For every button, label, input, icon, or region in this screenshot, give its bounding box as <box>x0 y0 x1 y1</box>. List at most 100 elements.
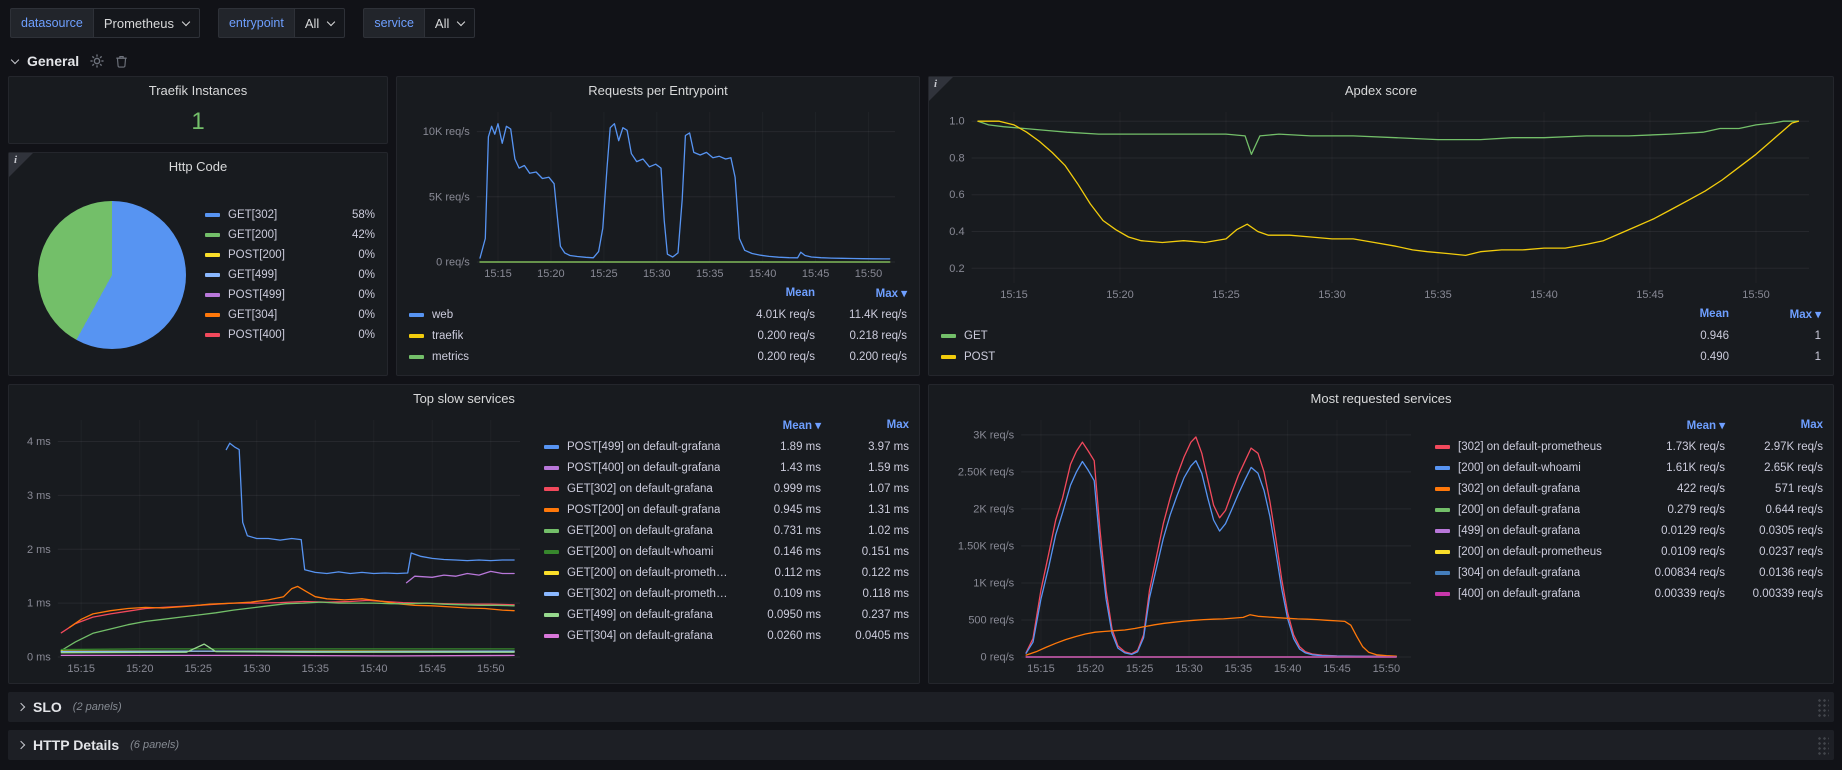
variable-select-service[interactable]: All <box>423 8 476 38</box>
legend-row[interactable]: GET[200] on default-grafana 0.731 ms 1.02 … <box>544 520 909 541</box>
series-label: [200] on default-prometheus <box>1435 546 1627 558</box>
legend-row[interactable]: GET[302] on default-prometheus 0.109 ms 0.… <box>544 583 909 604</box>
legend-value-max: 0.151 ms <box>861 545 909 558</box>
legend-row[interactable]: [400] on default-grafana 0.00339 req/s 0.0… <box>1435 583 1823 604</box>
legend-row[interactable]: POST[499] on default-grafana 1.89 ms 3.97 … <box>544 436 909 457</box>
legend-row[interactable]: GET[302] on default-grafana 0.999 ms 1.07 … <box>544 478 909 499</box>
legend-row[interactable]: POST[400] 0% <box>205 325 375 345</box>
legend-sort-max[interactable]: Max ▾ <box>1789 309 1821 321</box>
panel-title-traefik-instances[interactable]: Traefik Instances <box>148 83 248 98</box>
legend-row[interactable]: GET 0.946 1 <box>941 325 1821 346</box>
legend-row[interactable]: GET[304] 0% <box>205 305 375 325</box>
legend-value-mean: 0.00834 req/s <box>1654 566 1725 579</box>
series-swatch-icon <box>544 528 559 533</box>
legend-row[interactable]: GET[200] 42% <box>205 225 375 245</box>
panel-title-http-code[interactable]: Http Code <box>168 159 228 174</box>
legend-row[interactable]: GET[304] on default-grafana 0.0260 ms 0.04… <box>544 625 909 646</box>
legend-value-max: 3.97 ms <box>868 440 909 453</box>
legend-value-value: 0% <box>358 248 375 261</box>
row-header-http-details[interactable]: HTTP Details (6 panels) <box>8 730 1834 760</box>
variable-select-entrypoint[interactable]: All <box>293 8 346 38</box>
legend-row[interactable]: GET[302] 58% <box>205 205 375 225</box>
trash-icon[interactable] <box>115 54 128 68</box>
legend-value-max: 571 req/s <box>1775 482 1823 495</box>
legend-value-max: 1.07 ms <box>868 482 909 495</box>
row-drag-handle[interactable] <box>1816 735 1829 755</box>
series-swatch-icon <box>544 507 559 512</box>
svg-text:15:30: 15:30 <box>243 663 271 675</box>
row-header-general[interactable]: General <box>8 46 1834 76</box>
legend-row[interactable]: GET[200] on default-whoami 0.146 ms 0.151 … <box>544 541 909 562</box>
legend-row[interactable]: web 4.01K req/s 11.4K req/s <box>409 304 907 325</box>
variable-value-service: All <box>434 15 450 31</box>
legend-sort-mean[interactable]: Mean <box>1699 308 1729 320</box>
legend-sort-mean[interactable]: Mean <box>785 287 815 299</box>
svg-text:0.8: 0.8 <box>949 152 964 164</box>
chevron-down-icon <box>181 17 191 26</box>
legend-value-mean: 1.61K req/s <box>1666 461 1725 474</box>
row-header-slo[interactable]: SLO (2 panels) <box>8 692 1834 722</box>
legend-row[interactable]: metrics 0.200 req/s 0.200 req/s <box>409 346 907 367</box>
legend-sort-max[interactable]: Max <box>886 419 909 431</box>
series-label: [200] on default-whoami <box>1435 462 1627 474</box>
legend-row[interactable]: GET[499] 0% <box>205 265 375 285</box>
legend-row[interactable]: [200] on default-whoami 1.61K req/s 2.65K … <box>1435 457 1823 478</box>
panel-title-apdex[interactable]: Apdex score <box>1344 83 1418 98</box>
apdex-score-chart[interactable]: 15:15 15:20 15:25 15:30 15:35 15:40 15:45 15:50… <box>939 104 1823 303</box>
legend-row[interactable]: [302] on default-prometheus 1.73K req/s 2.… <box>1435 436 1823 457</box>
panel-title-most-requested[interactable]: Most requested services <box>1310 391 1452 406</box>
legend-row[interactable]: [200] on default-prometheus 0.0109 req/s 0… <box>1435 541 1823 562</box>
legend-row[interactable]: [499] on default-grafana 0.0129 req/s 0.03… <box>1435 520 1823 541</box>
requests-per-entrypoint-chart[interactable]: 15:15 15:20 15:25 15:30 15:35 15:40 15:45 15:50… <box>407 104 909 282</box>
legend-row[interactable]: [200] on default-grafana 0.279 req/s 0.644… <box>1435 499 1823 520</box>
gear-icon[interactable] <box>90 54 104 68</box>
svg-text:15:35: 15:35 <box>1424 289 1452 301</box>
variable-datasource: datasource Prometheus <box>10 8 200 38</box>
panel-title-top-slow[interactable]: Top slow services <box>413 391 515 406</box>
legend-value-max: 0.0405 ms <box>855 629 909 642</box>
legend-row[interactable]: POST[499] 0% <box>205 285 375 305</box>
svg-text:2.50K req/s: 2.50K req/s <box>958 466 1015 478</box>
panel-info-icon[interactable]: i <box>9 153 33 177</box>
legend-value-mean: 1.43 ms <box>780 461 821 474</box>
panel-info-icon[interactable]: i <box>929 77 953 101</box>
svg-text:3 ms: 3 ms <box>27 490 51 502</box>
legend-value-max: 1 <box>1814 350 1821 363</box>
panel-most-requested-services: Most requested services 15:15 15:20 15:25 1… <box>928 384 1834 684</box>
legend-row[interactable]: POST[200] 0% <box>205 245 375 265</box>
series-label: POST <box>941 351 1637 363</box>
legend-value-mean: 0.731 ms <box>773 524 821 537</box>
legend-sort-max[interactable]: Max <box>1800 419 1823 431</box>
variable-value-entrypoint: All <box>304 15 320 31</box>
legend-value-mean: 0.279 req/s <box>1667 503 1725 516</box>
row-drag-handle[interactable] <box>1816 697 1829 717</box>
svg-text:0 req/s: 0 req/s <box>436 257 470 269</box>
most-requested-services-chart[interactable]: 15:15 15:20 15:25 15:30 15:35 15:40 15:45 15:50… <box>939 412 1425 677</box>
svg-text:15:25: 15:25 <box>590 268 618 280</box>
legend-row[interactable]: GET[200] on default-prometheus 0.112 ms 0.… <box>544 562 909 583</box>
http-code-pie-chart[interactable] <box>38 200 186 349</box>
panel-title-requests[interactable]: Requests per Entrypoint <box>588 83 728 98</box>
legend-value-max: 1.02 ms <box>868 524 909 537</box>
legend-header: Mean ▾ Max <box>1435 414 1823 436</box>
legend-row[interactable]: [304] on default-grafana 0.00834 req/s 0.0… <box>1435 562 1823 583</box>
series-label: POST[200] <box>205 249 335 261</box>
legend-value-max: 0.218 req/s <box>849 329 907 342</box>
dashboard-body: General Traefik Instances 1 i Http Code <box>0 46 1842 760</box>
series-swatch-icon <box>1435 591 1450 596</box>
legend-row[interactable]: [302] on default-grafana 422 req/s 571 req… <box>1435 478 1823 499</box>
legend-sort-mean[interactable]: Mean ▾ <box>1686 420 1725 432</box>
series-label: GET[200] on default-prometheus <box>544 567 733 579</box>
legend-sort-mean[interactable]: Mean ▾ <box>782 420 821 432</box>
top-slow-services-chart[interactable]: 15:15 15:20 15:25 15:30 15:35 15:40 15:45 15:50… <box>19 412 534 677</box>
series-swatch-icon <box>205 212 220 217</box>
legend-sort-max[interactable]: Max ▾ <box>875 288 907 300</box>
legend-row[interactable]: POST 0.490 1 <box>941 346 1821 367</box>
legend-row[interactable]: GET[499] on default-grafana 0.0950 ms 0.23… <box>544 604 909 625</box>
legend-row[interactable]: POST[200] on default-grafana 0.945 ms 1.31… <box>544 499 909 520</box>
traefik-instances-value: 1 <box>191 107 205 135</box>
variable-select-datasource[interactable]: Prometheus <box>92 8 200 38</box>
legend-row[interactable]: traefik 0.200 req/s 0.218 req/s <box>409 325 907 346</box>
row-title-http-details: HTTP Details <box>33 737 120 753</box>
legend-row[interactable]: POST[400] on default-grafana 1.43 ms 1.59 … <box>544 457 909 478</box>
